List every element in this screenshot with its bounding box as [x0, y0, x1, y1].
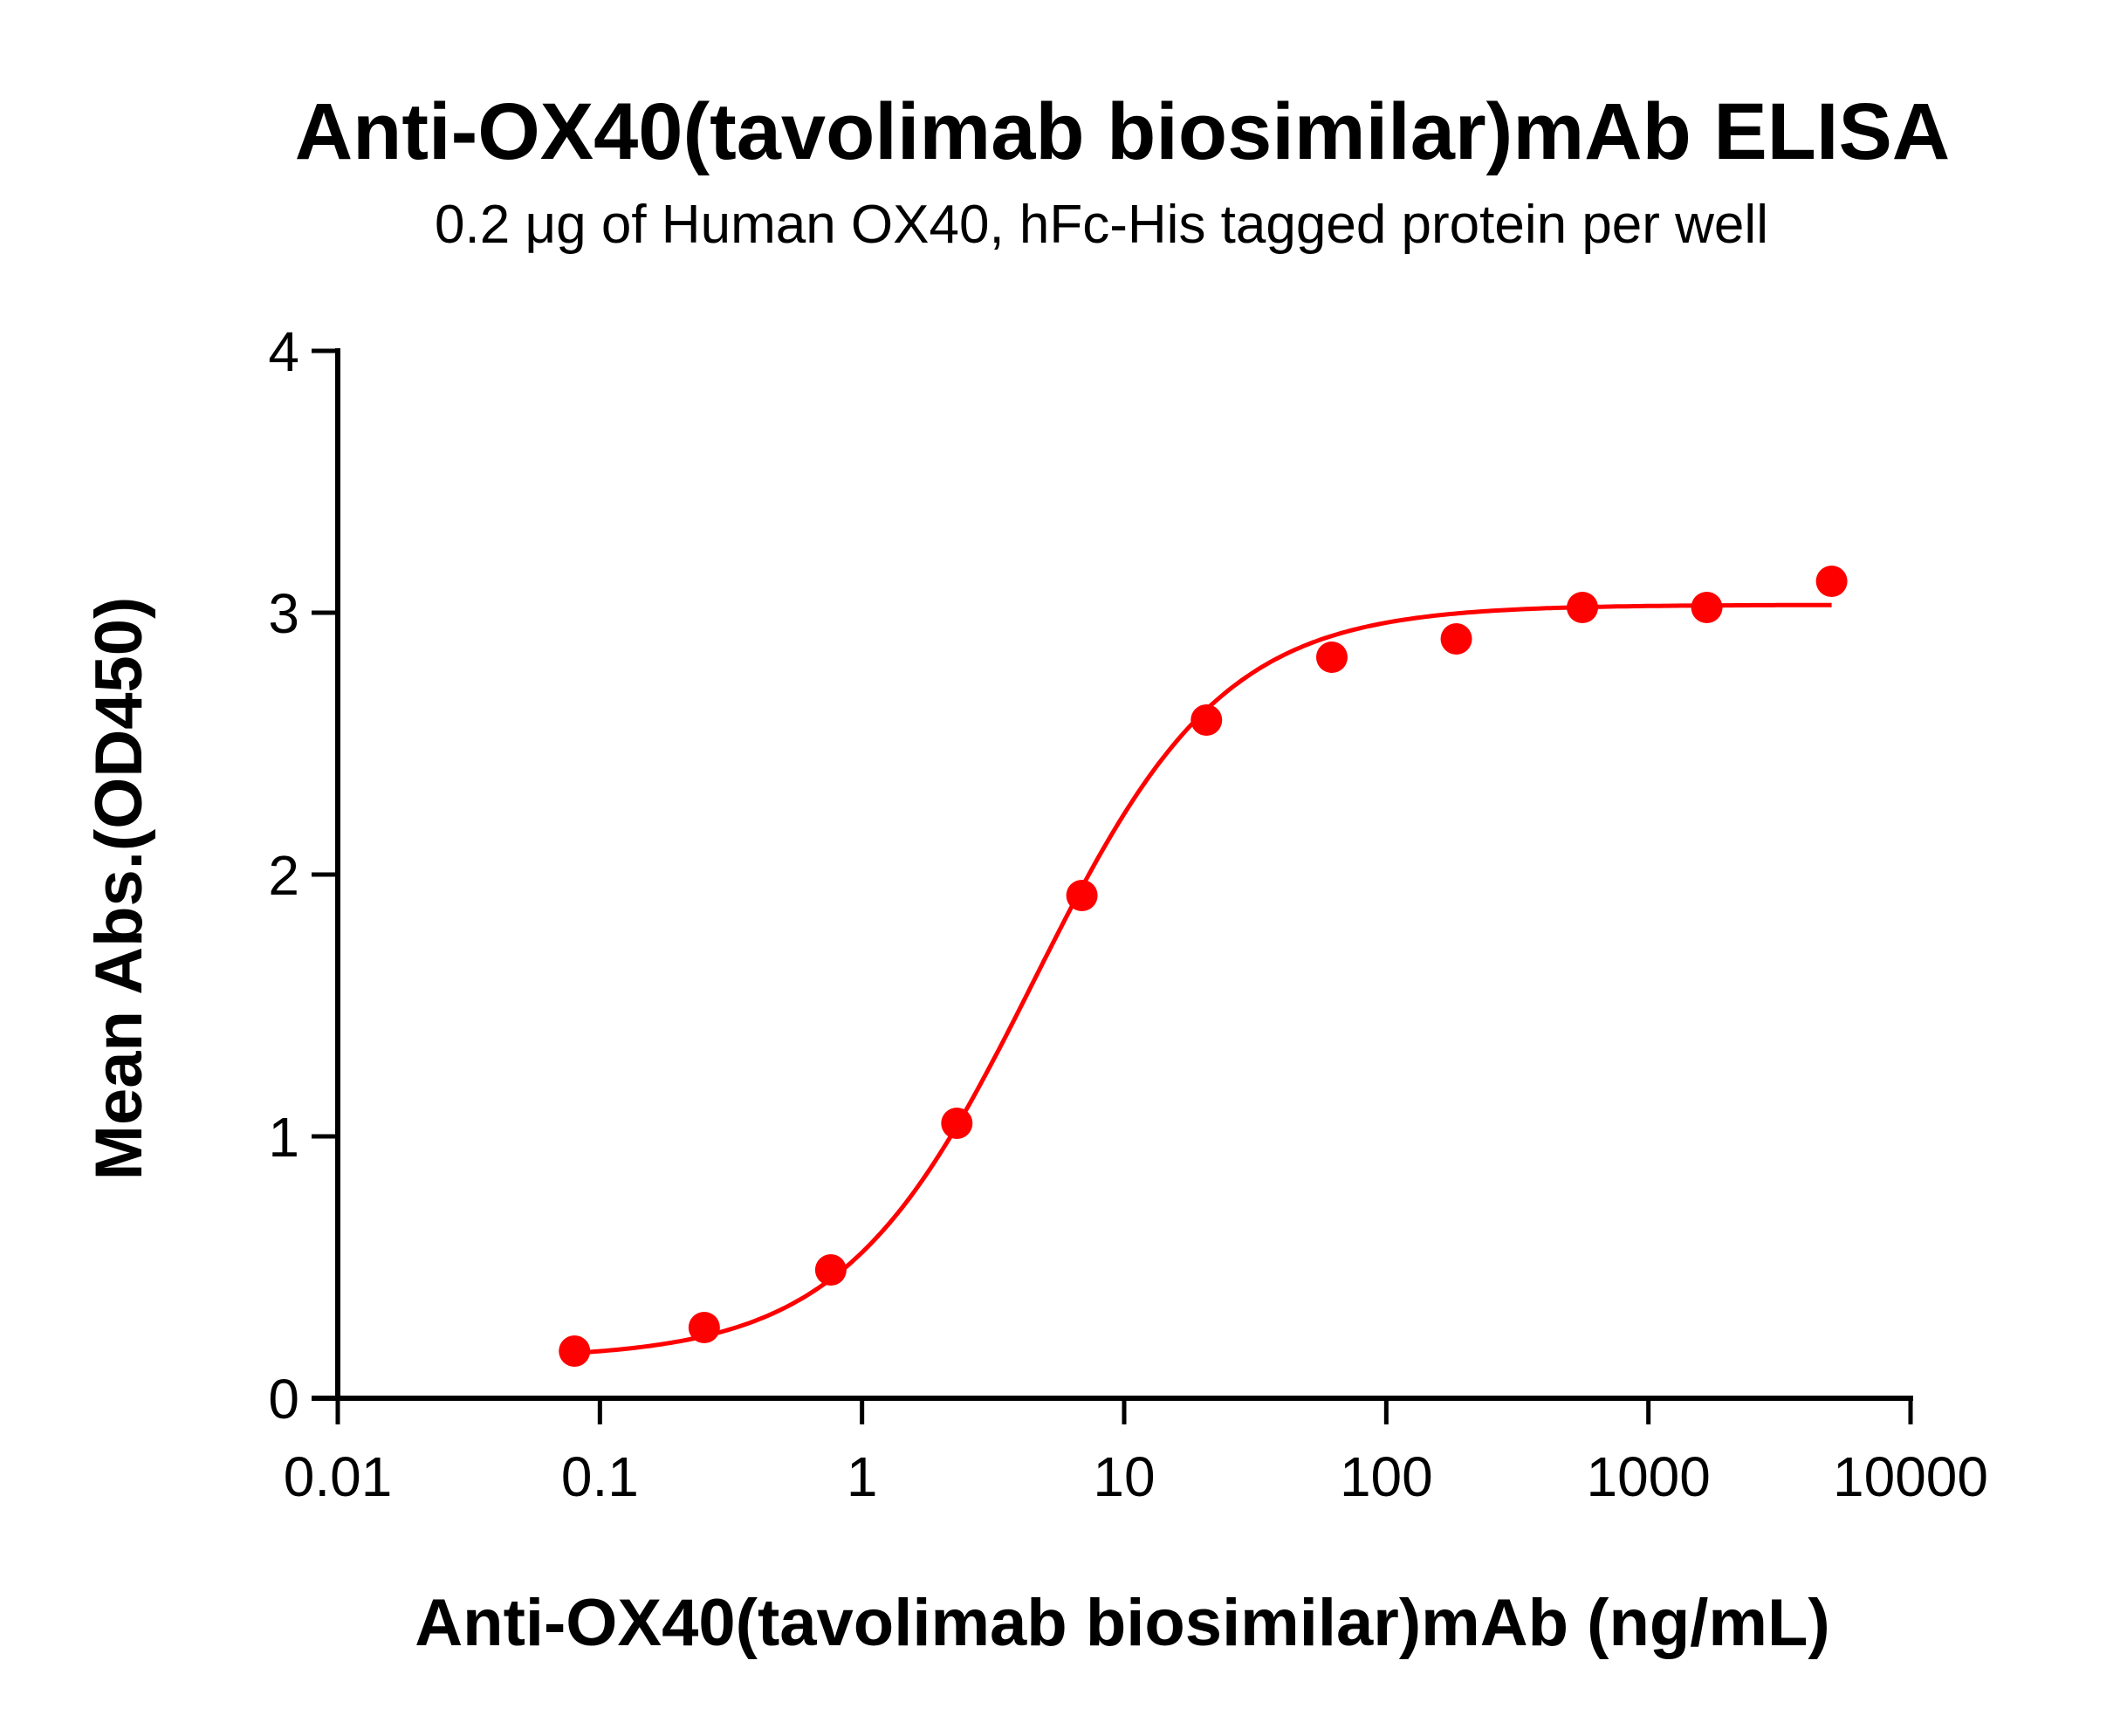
- data-points: [559, 566, 1848, 1367]
- data-point: [1567, 592, 1599, 623]
- x-tick-label: 10: [1093, 1445, 1155, 1508]
- y-tick-label: 0: [268, 1368, 299, 1431]
- data-point: [688, 1312, 720, 1343]
- data-point: [1815, 566, 1848, 597]
- data-point: [1691, 592, 1723, 623]
- chart-title: Anti-OX40(tavolimab biosimilar)mAb ELISA: [295, 87, 1951, 176]
- data-point: [559, 1335, 591, 1367]
- chart-subtitle: 0.2 μg of Human OX40, hFc-His tagged pro…: [435, 195, 1768, 255]
- x-axis-label: Anti-OX40(tavolimab biosimilar)mAb (ng/m…: [415, 1586, 1829, 1660]
- y-tick-label: 3: [268, 582, 299, 645]
- data-point: [941, 1108, 973, 1139]
- y-tick-label: 4: [268, 320, 299, 383]
- y-tick-label: 2: [268, 844, 299, 907]
- y-axis-label: Mean Abs.(OD450): [82, 597, 156, 1181]
- data-point: [1066, 880, 1098, 911]
- data-point: [814, 1254, 847, 1286]
- x-tick-label: 100: [1340, 1445, 1433, 1508]
- data-point: [1190, 704, 1223, 736]
- x-tick-label: 10000: [1833, 1445, 1988, 1508]
- data-point: [1440, 623, 1472, 655]
- data-point: [1315, 642, 1348, 673]
- x-axis: 0.01 0.1 1 10 100 1000 10000: [284, 1396, 1988, 1508]
- x-tick-label: 1: [847, 1445, 878, 1508]
- x-tick-label: 0.1: [561, 1445, 639, 1508]
- x-tick-label: 0.01: [284, 1445, 393, 1508]
- y-axis: 0 1 2 3 4: [268, 320, 340, 1431]
- x-tick-label: 1000: [1586, 1445, 1710, 1508]
- y-tick-label: 1: [268, 1106, 299, 1169]
